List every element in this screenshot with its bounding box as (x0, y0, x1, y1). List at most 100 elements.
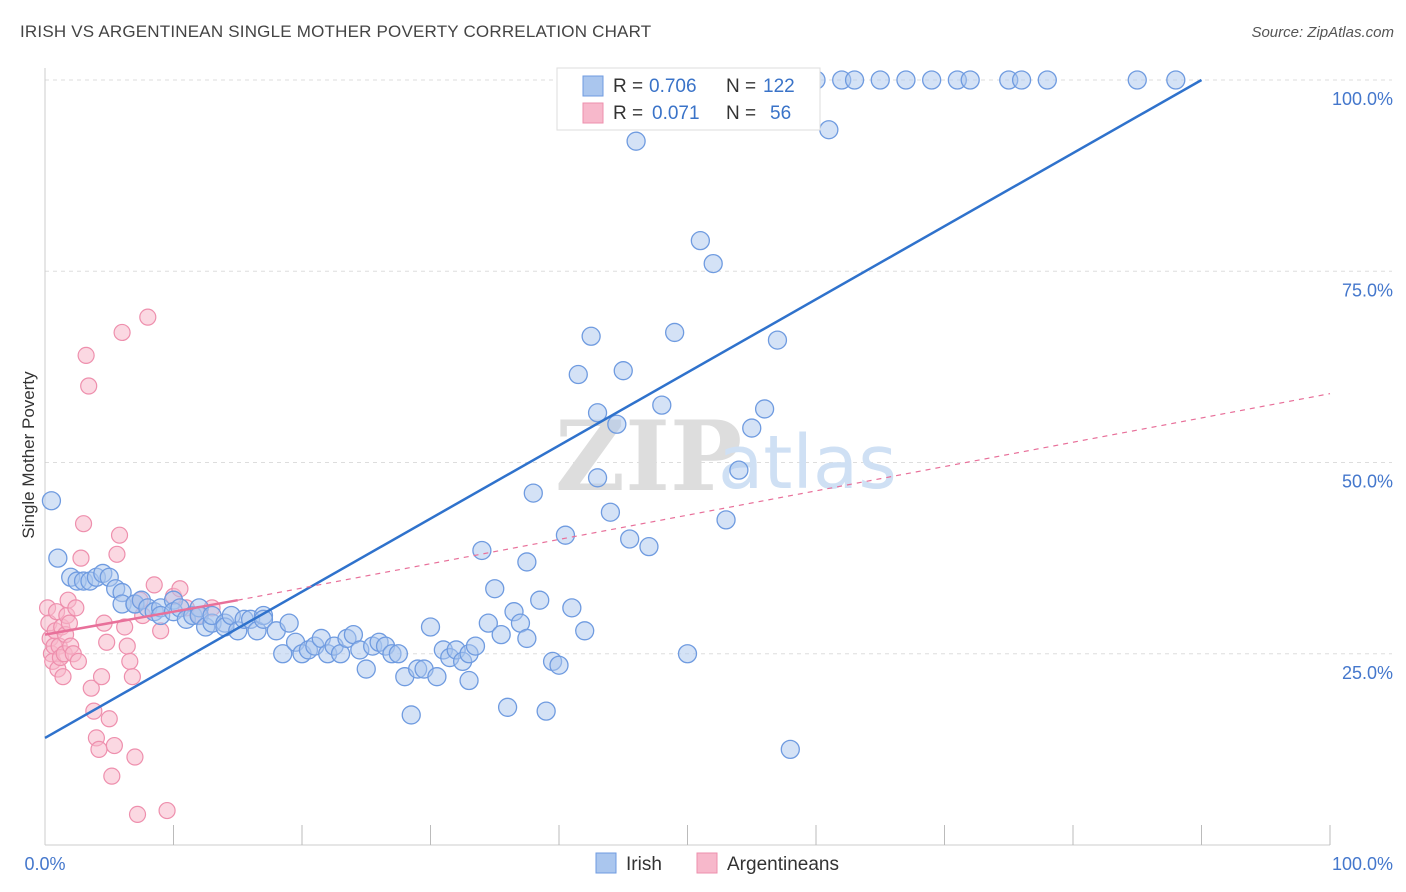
argentinean-point (98, 633, 116, 651)
irish-point (517, 628, 537, 649)
argentinean-r-value: 0.071 (652, 103, 700, 124)
irish-point (581, 326, 601, 346)
y-axis-label: Single Mother Poverty (19, 371, 38, 539)
trend-lines (44, 78, 1331, 739)
irish-point (427, 667, 447, 687)
irish-point (459, 670, 479, 691)
irish-point (530, 590, 550, 610)
irish-point (767, 330, 788, 350)
irish-trend-line (44, 78, 1203, 739)
irish-r-value: 0.706 (649, 76, 697, 97)
irish-point (555, 525, 576, 545)
argentinean-point (67, 599, 85, 617)
irish-point (1037, 70, 1057, 90)
irish-point (703, 253, 723, 274)
irish-point (677, 644, 698, 664)
irish-r-label: R = (613, 76, 643, 97)
irish-point (607, 414, 627, 434)
argentinean-point (121, 652, 139, 671)
argentinean-n-value: 56 (770, 103, 791, 124)
irish-n-label: N = (726, 76, 756, 97)
argentinean-swatch (582, 102, 604, 124)
irish-point (48, 548, 68, 568)
irish-point (273, 644, 293, 664)
irish-n-value: 122 (763, 76, 795, 97)
source-credit: Source: ZipAtlas.com (1251, 24, 1394, 41)
irish-point (568, 364, 588, 385)
irish-point (613, 361, 633, 381)
irish-point (716, 510, 736, 530)
argentinean-trend-line (44, 598, 238, 636)
argentinean-point (72, 549, 90, 567)
irish-point (1127, 70, 1147, 90)
irish-point (472, 540, 492, 561)
chart-title: IRISH VS ARGENTINEAN SINGLE MOTHER POVER… (20, 22, 652, 41)
irish-point (401, 705, 421, 725)
irish-point (575, 621, 595, 641)
argentinean-point (69, 652, 88, 671)
argentinean-point (152, 622, 170, 640)
irish-point (562, 598, 582, 618)
argentinean-point (118, 637, 136, 655)
argentinean-point (123, 668, 141, 686)
irish-point (41, 491, 62, 511)
irish-point (523, 483, 543, 503)
irish-point (626, 131, 646, 151)
irish-point (600, 502, 621, 522)
y-tick-label: 25.0% (1342, 663, 1393, 683)
irish-point (388, 644, 409, 664)
irish-point (729, 460, 749, 480)
irish-point (754, 399, 775, 419)
argentinean-point (113, 323, 131, 342)
argentinean-point (103, 767, 121, 785)
argentinean-point (116, 618, 134, 636)
legend-argentinean-swatch (696, 852, 718, 874)
irish-point (420, 617, 441, 637)
gridlines (45, 79, 1392, 655)
irish-point (780, 739, 800, 760)
irish-point (1166, 70, 1186, 90)
argentinean-points (38, 308, 221, 824)
irish-point (549, 655, 569, 675)
argentinean-point (126, 748, 144, 766)
argentinean-point (158, 801, 176, 820)
watermark-zip: ZIP (555, 400, 742, 513)
argentinean-point (100, 710, 118, 728)
irish-point (690, 230, 710, 251)
watermark: ZIP atlas (555, 400, 897, 513)
irish-point (819, 120, 839, 140)
y-tick-label: 75.0% (1342, 280, 1393, 300)
irish-point (279, 613, 299, 633)
irish-point (587, 468, 608, 488)
irish-point (870, 70, 890, 90)
irish-point (465, 636, 486, 656)
irish-point (587, 403, 608, 423)
argentinean-point (128, 805, 147, 824)
irish-point (356, 659, 376, 679)
irish-point (485, 579, 505, 599)
irish-point (1011, 70, 1032, 90)
argentinean-point (110, 526, 129, 544)
irish-point (844, 70, 865, 90)
y-tick-label: 50.0% (1342, 472, 1393, 492)
argentinean-point (74, 515, 93, 533)
irish-point (652, 395, 672, 415)
irish-point (517, 552, 537, 572)
irish-point (665, 322, 685, 343)
argentinean-n-label: N = (726, 103, 756, 124)
irish-swatch (582, 75, 604, 97)
irish-point (536, 701, 556, 721)
irish-point (742, 418, 762, 438)
legend-irish-label: Irish (626, 854, 662, 875)
x-tick-label-min: 0.0% (24, 854, 65, 874)
argentinean-point (90, 740, 108, 758)
y-tick-label: 100.0% (1332, 89, 1393, 109)
argentinean-point (108, 545, 126, 563)
series-legend: Irish Argentineans (595, 852, 839, 875)
irish-point (960, 70, 980, 90)
legend-irish-swatch (595, 852, 617, 874)
irish-point (639, 537, 659, 557)
irish-point (478, 613, 498, 633)
irish-point (497, 697, 518, 717)
